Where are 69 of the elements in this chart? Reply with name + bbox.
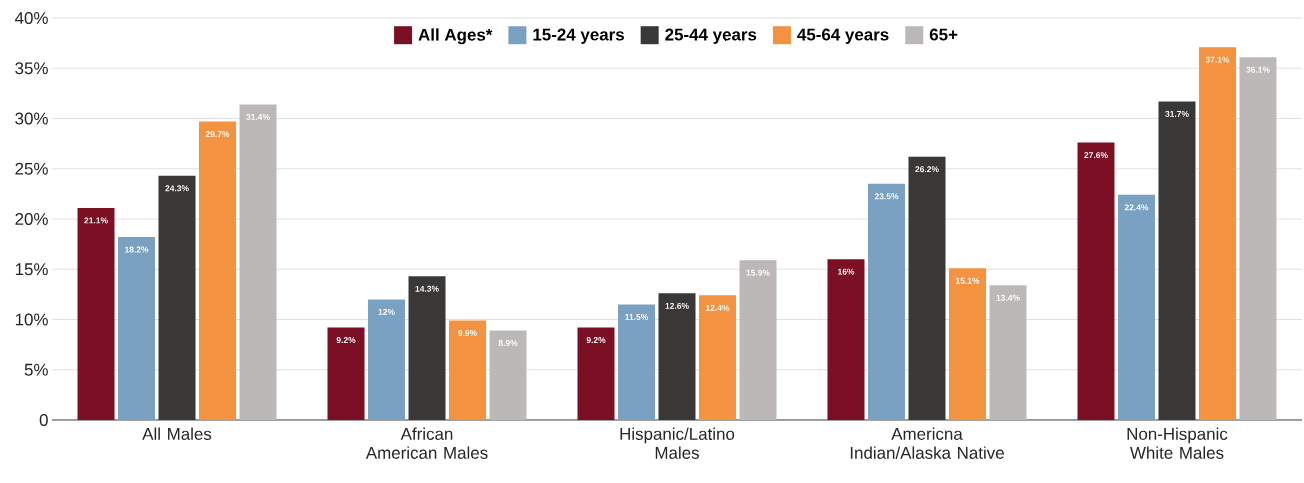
data-label: 11.5% xyxy=(625,313,649,320)
data-label: 9.9% xyxy=(458,330,477,336)
bar xyxy=(948,268,986,420)
bar xyxy=(158,175,196,420)
bar xyxy=(989,285,1027,420)
data-label: 12.4% xyxy=(706,304,730,311)
bar xyxy=(77,207,115,420)
y-tick-label: 35% xyxy=(15,62,48,75)
y-tick-label: 5% xyxy=(24,363,48,376)
bar xyxy=(1198,47,1236,420)
data-label: 22.4% xyxy=(1124,204,1149,211)
data-label: 24.3% xyxy=(165,185,189,192)
y-tick-label: 10% xyxy=(15,313,48,326)
bar xyxy=(739,260,777,420)
x-tick-label: African American Males xyxy=(365,427,488,459)
x-tick-label: Hispanic/Latino Males xyxy=(620,427,735,459)
data-label: 18.2% xyxy=(125,246,149,253)
bar xyxy=(118,237,156,420)
data-label: 14.3% xyxy=(415,285,439,292)
data-label: 36.1% xyxy=(1246,66,1270,73)
bar xyxy=(908,156,946,420)
data-label: 37.1% xyxy=(1205,56,1230,63)
y-tick-label: 20% xyxy=(15,212,48,225)
data-label: 13.4% xyxy=(996,294,1020,301)
data-label: 29.7% xyxy=(205,131,230,138)
bar xyxy=(827,259,865,420)
x-tick-label: All Males xyxy=(142,427,212,440)
y-tick-label: 0 xyxy=(39,413,48,426)
bar xyxy=(699,295,736,420)
bar xyxy=(1077,142,1115,420)
y-tick-label: 40% xyxy=(14,11,48,24)
data-label: 8.9% xyxy=(498,340,518,347)
bar xyxy=(1239,57,1277,420)
bar xyxy=(239,104,277,420)
y-tick-label: 30% xyxy=(15,112,48,125)
data-label: 26.2% xyxy=(915,166,939,173)
y-tick-label: 25% xyxy=(15,162,48,175)
bar xyxy=(199,121,237,420)
bar xyxy=(1158,101,1196,420)
y-tick-label: 15% xyxy=(15,263,48,276)
bar xyxy=(658,293,696,420)
data-label: 16% xyxy=(838,268,855,275)
data-label: 12.6% xyxy=(665,302,689,309)
legend-label: 15-24 years xyxy=(533,28,624,44)
data-label: 12% xyxy=(378,308,395,315)
legend-label: 65+ xyxy=(929,28,958,41)
legend-label: 25-44 years xyxy=(665,28,757,44)
bar xyxy=(1117,194,1155,420)
data-label: 31.4% xyxy=(246,113,270,120)
x-tick-label: Americna Indian/Alaska Native xyxy=(850,427,1004,459)
bar xyxy=(489,330,527,420)
data-label: 9.2% xyxy=(336,337,356,344)
legend-label: All Ages* xyxy=(418,28,493,45)
legend-label: 45-64 years xyxy=(797,28,889,44)
data-label: 27.6% xyxy=(1084,152,1108,159)
data-label: 23.5% xyxy=(874,193,899,200)
bar xyxy=(868,183,905,420)
x-tick-label: Non-Hispanic White Males xyxy=(1127,427,1228,459)
bar xyxy=(577,327,615,420)
data-label: 15.9% xyxy=(746,269,770,276)
bar xyxy=(618,304,655,420)
data-label: 31.7% xyxy=(1165,110,1189,117)
bar xyxy=(327,327,365,420)
bar xyxy=(408,276,446,420)
bar xyxy=(368,299,406,420)
data-label: 15.1% xyxy=(956,277,980,284)
bar xyxy=(449,320,487,420)
data-label: 9.2% xyxy=(586,337,606,344)
data-label: 21.1% xyxy=(84,217,108,224)
